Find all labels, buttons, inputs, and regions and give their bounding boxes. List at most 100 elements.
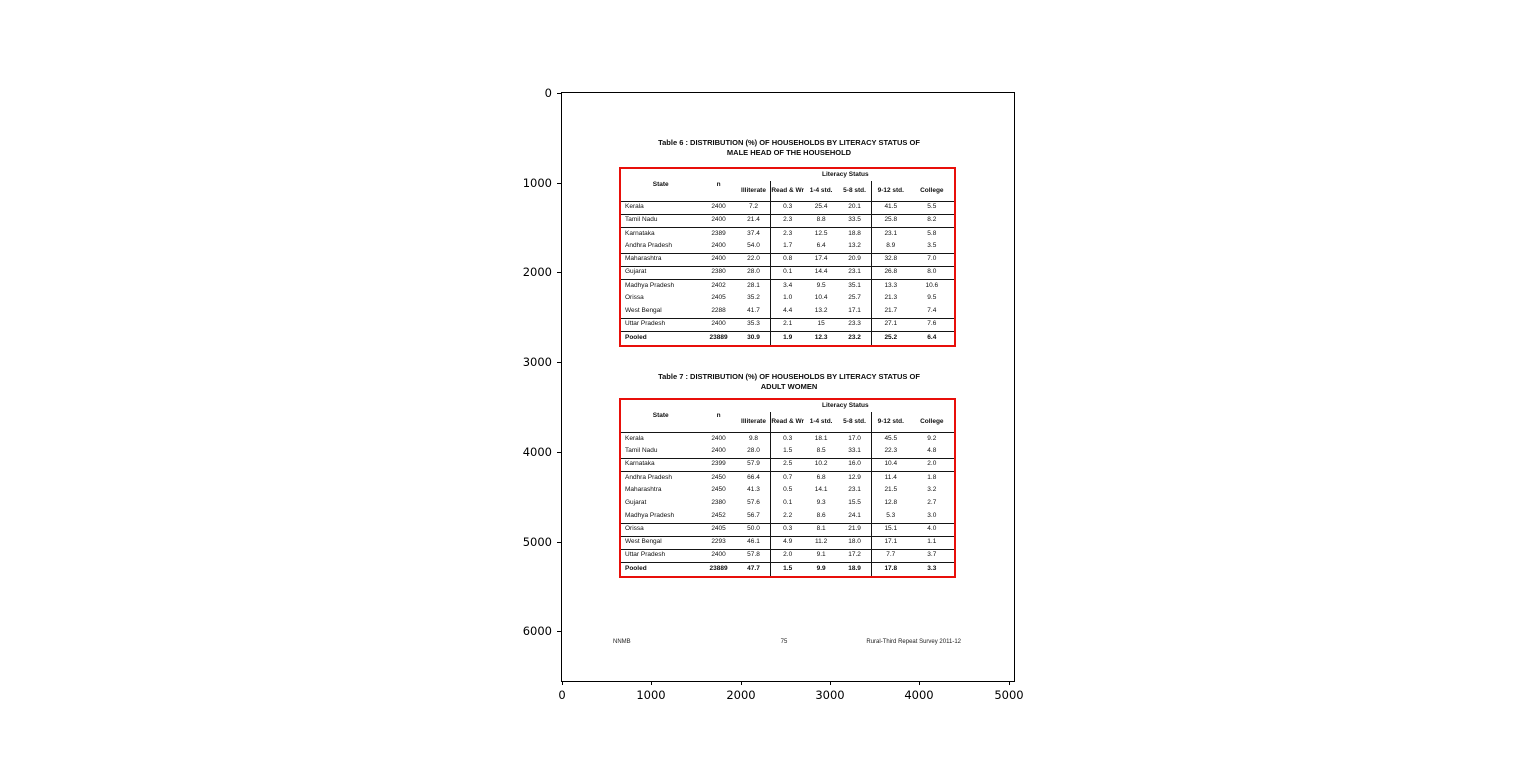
table-row: Karnataka 2389 37.4 2.3 12.5 18.8 23.1 5.8 <box>620 227 955 240</box>
col-header: Illiterate <box>736 181 771 202</box>
table-cell: 28.0 <box>736 266 771 280</box>
table-cell: 21.5 <box>870 484 910 497</box>
table-cell: 9.5 <box>816 281 826 289</box>
footer-survey-name: Rural-Third Repeat Survey 2011-12 <box>866 639 961 645</box>
table-cell: 8.8 <box>804 214 839 228</box>
table-cell: Andhra Pradesh <box>620 240 701 254</box>
table-cell: 3.3 <box>927 565 937 572</box>
table-cell: 3.2 <box>927 486 937 494</box>
table-cell: Tamil Nadu <box>620 445 701 459</box>
literacy-table: State n Literacy Status Illiterate Read & Wr… <box>619 167 956 347</box>
table-cell: 17.2 <box>838 549 872 563</box>
table-cell: 18.8 <box>848 229 861 237</box>
table-cell: 4.9 <box>770 536 805 550</box>
table-cell: 7.2 <box>736 201 771 215</box>
x-tick-mark <box>830 681 831 685</box>
col-header: 1-4 std. <box>804 181 839 202</box>
y-tick-label: 3000 <box>522 355 552 369</box>
col-header: 5-8 std. <box>838 412 872 433</box>
table-cell: 5.3 <box>870 510 910 524</box>
table-cell: 9.3 <box>816 499 826 507</box>
table-cell: 45.5 <box>870 432 910 445</box>
table-cell: 10.2 <box>804 458 839 472</box>
col-header-n: n <box>700 168 737 202</box>
table-cell: 23889 <box>709 334 728 341</box>
table-cell: 4.4 <box>770 305 805 319</box>
table-cell: 3.7 <box>909 549 955 563</box>
table-cell: 17.0 <box>848 434 861 442</box>
table-cell: 28.1 <box>747 281 760 289</box>
table-cell: 15 <box>804 318 839 332</box>
table-cell: Karnataka <box>625 229 655 237</box>
table-cell: 50.0 <box>736 523 771 537</box>
table-cell: 57.6 <box>747 499 760 507</box>
table-cell: Maharashtra <box>625 486 662 494</box>
group-header-literacy-status: Literacy Status <box>822 170 869 178</box>
table-cell: 23.1 <box>838 266 872 280</box>
table-cell: 17.1 <box>870 536 910 550</box>
scanned-page: Table 6 : DISTRIBUTION (%) OF HOUSEHOLDS… <box>562 93 1014 681</box>
table-cell: 9.2 <box>927 434 937 442</box>
table-cell: 2450 <box>711 486 726 494</box>
x-tick-label: 5000 <box>994 688 1024 702</box>
table-cell: 2400 <box>700 253 737 267</box>
table-cell: 8.0 <box>909 266 955 280</box>
table-cell: 2400 <box>700 445 737 459</box>
table-header-row: State n Literacy Status <box>620 399 955 433</box>
table-cell: West Bengal <box>620 536 701 550</box>
table-cell: 12.9 <box>848 473 861 481</box>
table-cell: 8.6 <box>804 510 839 524</box>
col-header-state: State <box>620 168 701 202</box>
x-tick-mark <box>562 681 563 685</box>
x-tick-mark <box>651 681 652 685</box>
table-cell: 54.0 <box>736 240 771 254</box>
table-cell: 7.6 <box>909 318 955 332</box>
table-cell: 0.8 <box>770 253 805 267</box>
table-row: Gujarat 2380 57.6 0.1 9.3 15.5 12.8 2.7 <box>620 497 955 510</box>
table-cell: 22.3 <box>870 445 910 459</box>
table-cell: 2399 <box>700 458 737 472</box>
table-cell: 6.4 <box>927 334 937 341</box>
literacy-table: State n Literacy Status Illiterate Read & Wr… <box>619 398 956 578</box>
table-cell: 41.5 <box>870 201 910 215</box>
table-cell: 0.3 <box>770 432 805 445</box>
table-cell: 9.1 <box>804 549 839 563</box>
table-cell: 20.1 <box>838 201 872 215</box>
y-tick-label: 2000 <box>522 265 552 279</box>
table-cell: 9.8 <box>748 434 759 442</box>
table7-title-line2: ADULT WOMEN <box>760 381 818 391</box>
table-cell: 35.3 <box>736 318 771 332</box>
table6-title-line1: Table 6 : DISTRIBUTION (%) OF HOUSEHOLDS… <box>658 138 920 147</box>
table-cell: 8.5 <box>804 445 839 459</box>
table-cell: 12.5 <box>814 229 828 237</box>
table-cell: 57.8 <box>736 549 771 563</box>
group-header-literacy-status: Literacy Status <box>822 401 869 409</box>
table-cell: 23.1 <box>848 486 861 494</box>
table-row: Orissa 2405 35.2 1.0 10.4 25.7 21.3 9.5 <box>620 292 955 305</box>
table-cell: 14.4 <box>804 266 839 280</box>
table-cell: Madhya Pradesh <box>625 281 675 289</box>
table-row: Tamil Nadu 2400 28.0 1.5 8.5 33.1 22.3 4.8 <box>620 445 955 459</box>
table-cell: 8.9 <box>870 240 910 254</box>
table-cell: 2400 <box>700 549 737 563</box>
table-cell: 25.7 <box>848 294 861 302</box>
col-header: 9-12 std. <box>870 412 910 433</box>
y-tick-mark <box>557 452 561 453</box>
table-row: Maharashtra 2400 22.0 0.8 17.4 20.9 32.8 7.0 <box>620 253 955 267</box>
table-cell: 11.4 <box>870 471 910 484</box>
table-row: West Bengal 2293 46.1 4.9 11.2 18.0 17.1 1.1 <box>620 536 955 550</box>
table-row: Andhra Pradesh 2400 54.0 1.7 6.4 13.2 8.9 3.5 <box>620 240 955 254</box>
table-cell: 23889 <box>709 565 728 572</box>
y-tick-mark <box>557 272 561 273</box>
table-cell: 1.5 <box>770 445 805 459</box>
table-cell: 23.2 <box>848 334 861 341</box>
table-cell: 8.2 <box>909 214 955 228</box>
table-cell: 6.4 <box>804 240 839 254</box>
table-cell: 41.7 <box>736 305 771 319</box>
table-cell: 2400 <box>711 434 726 442</box>
table-cell: 18.9 <box>848 565 861 572</box>
x-tick-mark <box>919 681 920 685</box>
y-tick-label: 0 <box>544 86 552 100</box>
table-row: Madhya Pradesh 2402 28.1 3.4 9.5 35.1 13.3 10.6 <box>620 279 955 292</box>
